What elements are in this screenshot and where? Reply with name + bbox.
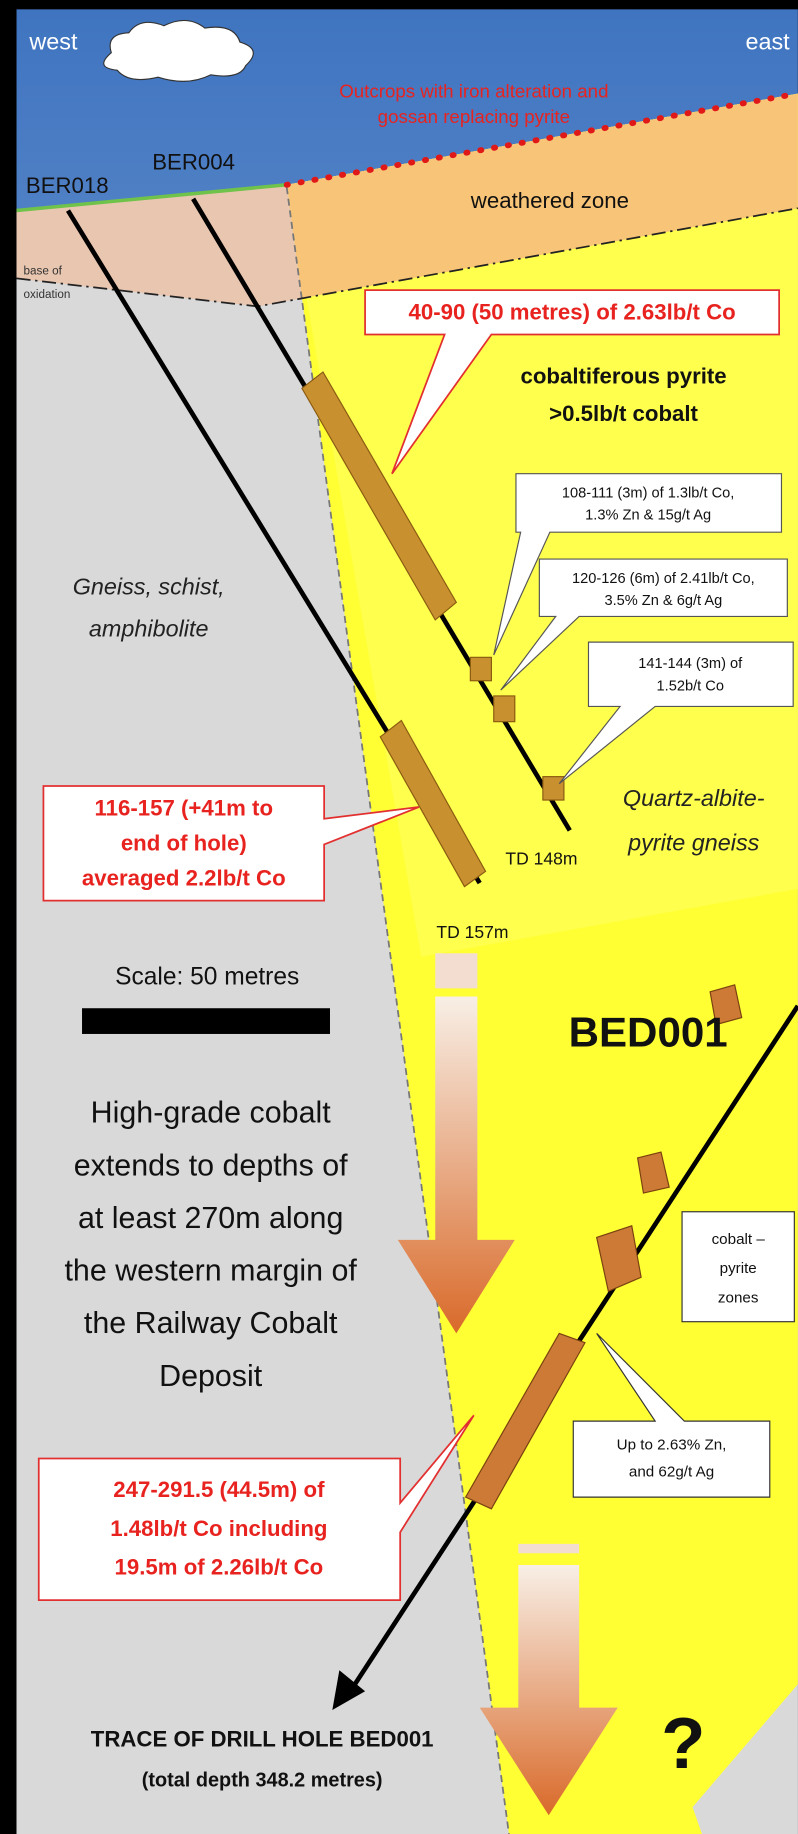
prism bbox=[301, 371, 458, 621]
question-mark: ? bbox=[661, 1703, 705, 1784]
oxidised-zone bbox=[16, 184, 302, 307]
depth-label: TD 148m bbox=[505, 848, 577, 868]
callout-4090 bbox=[364, 289, 781, 475]
summary: High-grade cobalt extends to depths of a… bbox=[64, 1096, 357, 1393]
callout-141 bbox=[558, 641, 794, 785]
prism bbox=[469, 656, 492, 682]
depth-label: TD 157m bbox=[436, 922, 508, 942]
callout-text: 108-111 (3m) of 1.3lb/t Co, bbox=[562, 485, 734, 501]
callout-text: and 62g/t Ag bbox=[629, 1464, 714, 1481]
scale-bar bbox=[82, 1008, 330, 1034]
prism bbox=[464, 1332, 586, 1510]
prism bbox=[595, 1225, 642, 1293]
label: Gneiss, schist, bbox=[73, 574, 225, 600]
summary-line: the Railway Cobalt bbox=[84, 1306, 338, 1340]
prism bbox=[493, 695, 516, 723]
callout-text: 19.5m of 2.26lb/t Co bbox=[115, 1554, 324, 1579]
scale-label: Scale: 50 metres bbox=[115, 963, 299, 990]
label: west bbox=[28, 28, 78, 54]
arrowhead bbox=[332, 1670, 366, 1711]
hole-label: BER018 bbox=[26, 173, 109, 198]
arrow bbox=[479, 1564, 618, 1816]
callout-text: zones bbox=[718, 1289, 759, 1306]
weathered-zone bbox=[286, 93, 798, 299]
callout-text: 116-157 (+41m to bbox=[95, 795, 273, 820]
arrow-top bbox=[518, 1543, 580, 1554]
callout-text: 247-291.5 (44.5m) of bbox=[113, 1477, 325, 1502]
label: gossan replacing pyrite bbox=[378, 106, 570, 127]
prism bbox=[709, 984, 743, 1026]
prism bbox=[636, 1151, 670, 1194]
label: pyrite gneiss bbox=[627, 830, 760, 856]
label: Quartz-albite- bbox=[623, 785, 765, 811]
callout-text: 1.48lb/t Co including bbox=[110, 1516, 327, 1541]
callout-247 bbox=[37, 1414, 475, 1601]
label: Outcrops with iron alteration and bbox=[339, 80, 608, 101]
callout-text: end of hole) bbox=[121, 830, 247, 855]
cloud bbox=[103, 19, 254, 82]
summary-line: Deposit bbox=[159, 1359, 263, 1393]
callout-text: 120-126 (6m) of 2.41lb/t Co, bbox=[572, 571, 755, 587]
callout-text: 40-90 (50 metres) of 2.63lb/t Co bbox=[408, 299, 735, 324]
summary-line: extends to depths of bbox=[74, 1148, 348, 1182]
outcrop-dots bbox=[283, 90, 798, 188]
arrow bbox=[397, 996, 515, 1334]
prism bbox=[379, 719, 487, 888]
callout-text: 1.3% Zn & 15g/t Ag bbox=[585, 508, 711, 524]
hole-label: BER004 bbox=[152, 150, 235, 175]
callout-pyrite bbox=[681, 1211, 795, 1323]
callout-text: averaged 2.2lb/t Co bbox=[82, 865, 286, 890]
prisms bbox=[301, 371, 565, 888]
callout-text: 3.5% Zn & 6g/t Ag bbox=[604, 593, 722, 609]
label: base of bbox=[24, 264, 63, 277]
callout-text: pyrite bbox=[720, 1260, 757, 1277]
label: oxidation bbox=[24, 288, 71, 301]
arrow-top bbox=[435, 953, 478, 989]
callout-116 bbox=[42, 785, 420, 902]
label: >0.5lb/t cobalt bbox=[549, 401, 698, 426]
label: east bbox=[745, 28, 790, 54]
callout-text: Up to 2.63% Zn, bbox=[617, 1437, 727, 1454]
callout-text: cobalt – bbox=[712, 1231, 766, 1248]
callout-text: 1.52b/t Co bbox=[657, 678, 724, 694]
callout-108 bbox=[493, 473, 783, 656]
trace-label: TRACE OF DRILL HOLE BED001 bbox=[91, 1726, 434, 1751]
prism bbox=[542, 776, 565, 801]
trace-label: (total depth 348.2 metres) bbox=[142, 1770, 383, 1792]
hole-label: BED001 bbox=[569, 1008, 728, 1055]
label: weathered zone bbox=[470, 188, 629, 213]
label: cobaltiferous pyrite bbox=[520, 364, 726, 389]
callout-120 bbox=[500, 558, 788, 691]
callout-zn bbox=[572, 1332, 771, 1498]
bed-prisms bbox=[464, 984, 743, 1510]
callouts bbox=[37, 289, 795, 1601]
label: amphibolite bbox=[89, 616, 209, 642]
summary-line: the western margin of bbox=[64, 1254, 357, 1288]
summary-line: at least 270m along bbox=[78, 1201, 343, 1235]
summary-line: High-grade cobalt bbox=[91, 1096, 332, 1130]
surface bbox=[16, 183, 287, 213]
callout-text: 141-144 (3m) of bbox=[638, 656, 743, 672]
fault bbox=[285, 187, 510, 1834]
